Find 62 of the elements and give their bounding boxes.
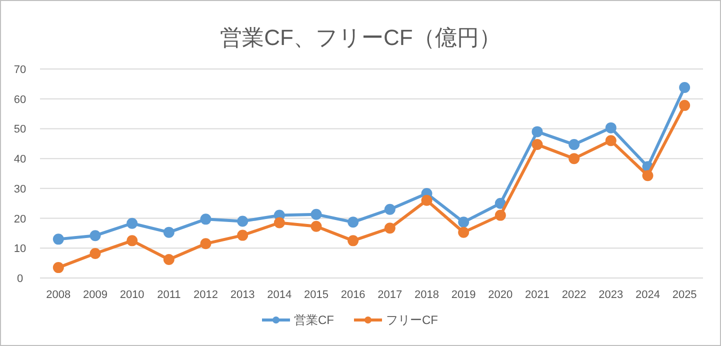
point bbox=[532, 126, 543, 138]
chart-title: 営業CF、フリーCF（億円） bbox=[220, 25, 501, 50]
point bbox=[310, 208, 322, 220]
point bbox=[532, 139, 543, 150]
x-tick-label: 2016 bbox=[340, 289, 366, 301]
point bbox=[126, 218, 138, 229]
x-tick-label: 2008 bbox=[46, 289, 71, 301]
point bbox=[458, 226, 470, 238]
point bbox=[568, 139, 580, 150]
point bbox=[237, 216, 248, 227]
y-tick-label: 40 bbox=[14, 154, 26, 166]
point bbox=[126, 235, 138, 246]
legend-label: 営業CF bbox=[294, 313, 334, 327]
point bbox=[642, 170, 654, 182]
point bbox=[200, 238, 212, 250]
y-tick-label: 0 bbox=[16, 273, 24, 285]
x-tick-label: 2011 bbox=[157, 289, 181, 301]
y-tick-label: 30 bbox=[14, 183, 26, 196]
point bbox=[348, 235, 359, 246]
point bbox=[384, 222, 396, 234]
point bbox=[679, 100, 690, 111]
point bbox=[310, 220, 322, 232]
y-tick-label: 20 bbox=[14, 213, 26, 226]
point bbox=[90, 248, 101, 260]
x-tick-label: 2025 bbox=[672, 289, 697, 301]
point bbox=[348, 216, 359, 228]
x-tick-label: 2012 bbox=[194, 289, 218, 301]
x-tick-label: 2013 bbox=[230, 289, 255, 301]
point bbox=[494, 210, 506, 221]
x-tick-label: 2019 bbox=[451, 289, 476, 301]
point bbox=[568, 153, 580, 164]
x-tick-label: 2021 bbox=[525, 289, 550, 301]
point bbox=[605, 135, 616, 146]
y-tick-label: 60 bbox=[14, 94, 26, 106]
x-tick-label: 2009 bbox=[83, 289, 108, 301]
point bbox=[274, 217, 285, 228]
x-tick-label: 2017 bbox=[378, 289, 402, 301]
point bbox=[52, 262, 64, 274]
x-tick-label: 2018 bbox=[414, 289, 439, 301]
x-tick-label: 2024 bbox=[636, 289, 660, 301]
point bbox=[458, 216, 470, 228]
point bbox=[421, 194, 432, 206]
y-tick-label: 10 bbox=[14, 243, 26, 256]
point bbox=[52, 234, 64, 245]
point bbox=[200, 214, 212, 225]
point bbox=[163, 254, 174, 265]
x-tick-label: 2020 bbox=[488, 289, 513, 301]
point bbox=[237, 230, 248, 241]
point bbox=[494, 198, 506, 209]
point bbox=[679, 82, 690, 94]
point bbox=[163, 226, 174, 238]
x-tick-label: 2022 bbox=[562, 289, 586, 301]
y-tick-label: 50 bbox=[14, 124, 26, 136]
x-tick-label: 2014 bbox=[267, 289, 292, 301]
y-tick-label: 70 bbox=[14, 64, 26, 76]
point bbox=[605, 122, 616, 134]
x-tick-label: 2010 bbox=[120, 289, 144, 301]
point bbox=[90, 230, 101, 242]
legend-label: フリーCF bbox=[386, 313, 438, 327]
x-tick-label: 2023 bbox=[598, 289, 624, 301]
x-tick-label: 2015 bbox=[304, 289, 328, 301]
point bbox=[384, 204, 396, 215]
